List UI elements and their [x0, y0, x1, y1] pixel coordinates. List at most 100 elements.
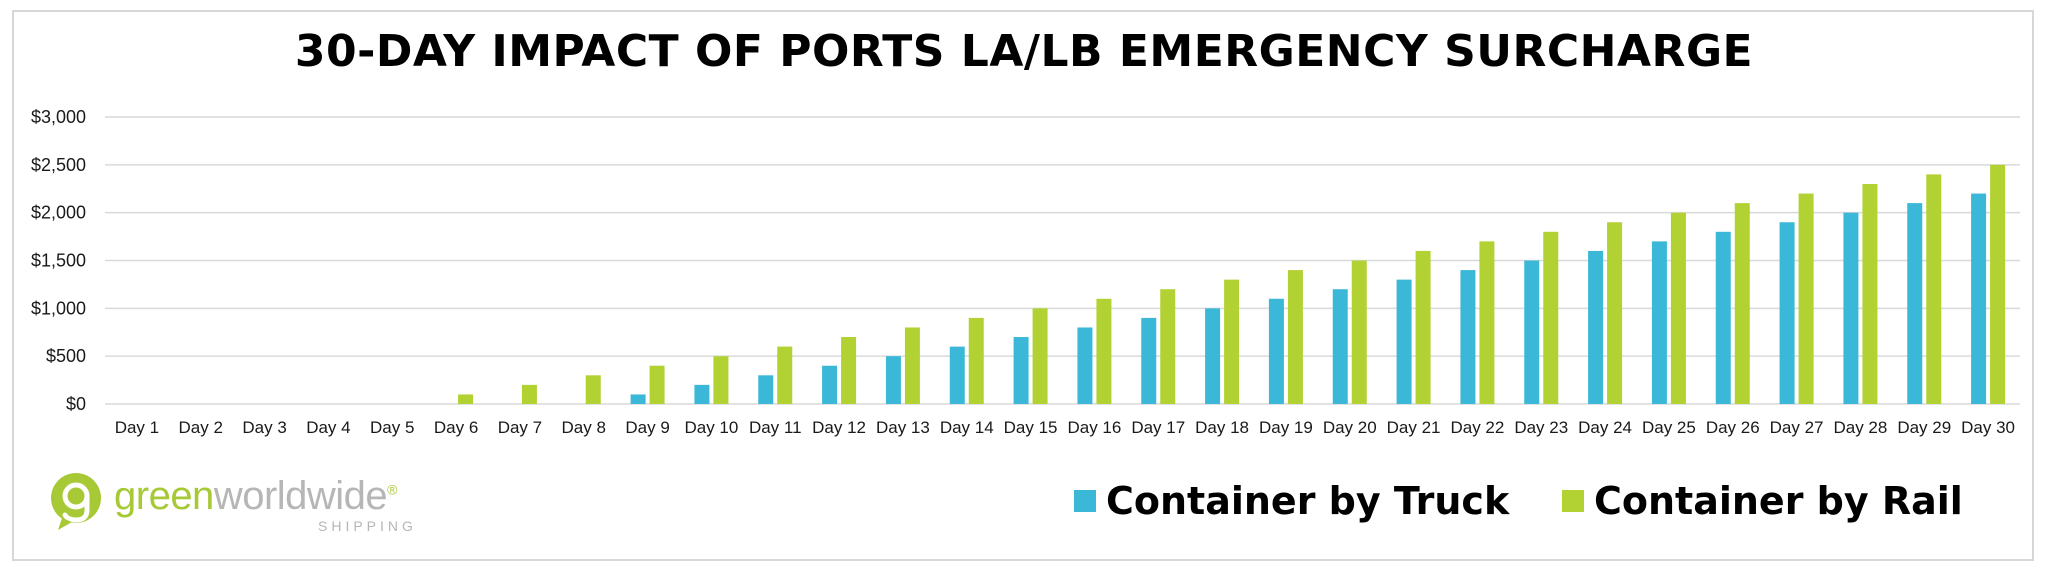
- bar-truck: [1843, 212, 1859, 404]
- bar-truck: [1524, 260, 1540, 404]
- bar-rail: [585, 375, 601, 404]
- x-tick-label: Day 18: [1195, 418, 1249, 437]
- bar-truck: [1971, 193, 1987, 404]
- x-tick-label: Day 8: [562, 418, 606, 437]
- logo-subtitle: SHIPPING: [318, 518, 417, 534]
- logo-word-green: green: [114, 474, 214, 518]
- legend-swatch-rail: [1562, 490, 1584, 512]
- x-tick-label: Day 24: [1578, 418, 1632, 437]
- x-tick-label: Day 2: [179, 418, 223, 437]
- legend-item-rail: Container by Rail: [1562, 478, 1963, 524]
- bar-rail: [1415, 250, 1431, 404]
- bar-rail: [1798, 193, 1814, 404]
- y-tick-label: $2,500: [31, 155, 86, 175]
- bar-truck: [1907, 203, 1923, 404]
- bar-truck: [1396, 279, 1412, 404]
- bar-rail: [1543, 231, 1559, 404]
- bar-rail: [1862, 183, 1878, 404]
- bar-rail: [968, 317, 984, 404]
- bar-rail: [458, 394, 474, 404]
- x-tick-label: Day 28: [1833, 418, 1887, 437]
- chart-title: 30-DAY IMPACT OF PORTS LA/LB EMERGENCY S…: [294, 26, 1754, 77]
- bar-truck: [1141, 317, 1157, 404]
- bar-rail: [1990, 164, 2006, 404]
- bar-truck: [1268, 298, 1284, 404]
- bar-rail: [1032, 308, 1048, 404]
- bar-truck: [1715, 231, 1731, 404]
- bar-truck: [1332, 289, 1348, 404]
- bar-truck: [1460, 270, 1476, 404]
- bar-rail: [521, 384, 537, 404]
- bar-rail: [1607, 222, 1623, 404]
- x-tick-label: Day 4: [306, 418, 350, 437]
- x-tick-label: Day 14: [940, 418, 994, 437]
- x-tick-label: Day 22: [1450, 418, 1504, 437]
- logo-registered-mark: ®: [387, 481, 397, 498]
- x-tick-label: Day 21: [1387, 418, 1441, 437]
- x-tick-label: Day 17: [1131, 418, 1185, 437]
- x-tick-label: Day 16: [1067, 418, 1121, 437]
- bar-truck: [822, 365, 838, 404]
- x-tick-label: Day 26: [1706, 418, 1760, 437]
- bar-rail: [1926, 174, 1942, 404]
- y-tick-label: $2,000: [31, 203, 86, 223]
- bar-truck: [630, 394, 646, 404]
- x-tick-label: Day 23: [1514, 418, 1568, 437]
- bar-rail: [1096, 298, 1112, 404]
- bar-rail: [841, 337, 857, 404]
- bar-rail: [904, 327, 920, 404]
- bar-rail: [1734, 203, 1750, 404]
- y-tick-label: $1,000: [31, 298, 86, 318]
- legend-item-truck: Container by Truck: [1074, 478, 1509, 524]
- bar-rail: [777, 346, 793, 404]
- x-tick-label: Day 6: [434, 418, 478, 437]
- x-tick-label: Day 29: [1897, 418, 1951, 437]
- legend-label-truck: Container by Truck: [1106, 479, 1510, 523]
- x-tick-label: Day 10: [684, 418, 738, 437]
- bar-truck: [1077, 327, 1093, 404]
- x-tick-label: Day 5: [370, 418, 414, 437]
- x-tick-label: Day 13: [876, 418, 930, 437]
- x-tick-label: Day 27: [1770, 418, 1824, 437]
- bar-rail: [649, 365, 665, 404]
- logo-word-worldwide: worldwide: [213, 474, 388, 518]
- legend-swatch-truck: [1074, 490, 1096, 512]
- bar-rail: [1224, 279, 1240, 404]
- bar-truck: [885, 356, 901, 404]
- bar-rail: [1670, 212, 1686, 404]
- bar-rail: [1160, 289, 1176, 404]
- y-tick-label: $500: [46, 346, 86, 366]
- x-tick-label: Day 3: [242, 418, 286, 437]
- legend-label-rail: Container by Rail: [1594, 479, 1963, 523]
- x-tick-label: Day 12: [812, 418, 866, 437]
- bar-truck: [694, 384, 710, 404]
- company-logo: greenworldwide® SHIPPING: [48, 470, 428, 542]
- logo-wordmark: greenworldwide®: [114, 474, 397, 519]
- bar-truck: [1779, 222, 1795, 404]
- bar-truck: [758, 375, 774, 404]
- bar-rail: [1287, 270, 1303, 404]
- bar-truck: [1588, 250, 1604, 404]
- bar-truck: [1013, 337, 1029, 404]
- bar-rail: [713, 356, 729, 404]
- y-tick-label: $3,000: [31, 107, 86, 127]
- x-tick-label: Day 15: [1004, 418, 1058, 437]
- x-tick-label: Day 9: [625, 418, 669, 437]
- y-tick-label: $0: [66, 394, 86, 414]
- x-tick-label: Day 30: [1961, 418, 2015, 437]
- bar-truck: [1205, 308, 1221, 404]
- chart-frame: [12, 10, 2034, 561]
- logo-mark-icon: [51, 473, 101, 530]
- x-tick-label: Day 7: [498, 418, 542, 437]
- x-tick-label: Day 19: [1259, 418, 1313, 437]
- x-tick-label: Day 1: [115, 418, 159, 437]
- bar-rail: [1351, 260, 1367, 404]
- x-tick-label: Day 20: [1323, 418, 1377, 437]
- x-tick-label: Day 11: [749, 418, 802, 437]
- bar-rail: [1479, 241, 1495, 404]
- y-tick-label: $1,500: [31, 251, 86, 271]
- bar-truck: [949, 346, 965, 404]
- x-tick-label: Day 25: [1642, 418, 1696, 437]
- bar-truck: [1651, 241, 1667, 404]
